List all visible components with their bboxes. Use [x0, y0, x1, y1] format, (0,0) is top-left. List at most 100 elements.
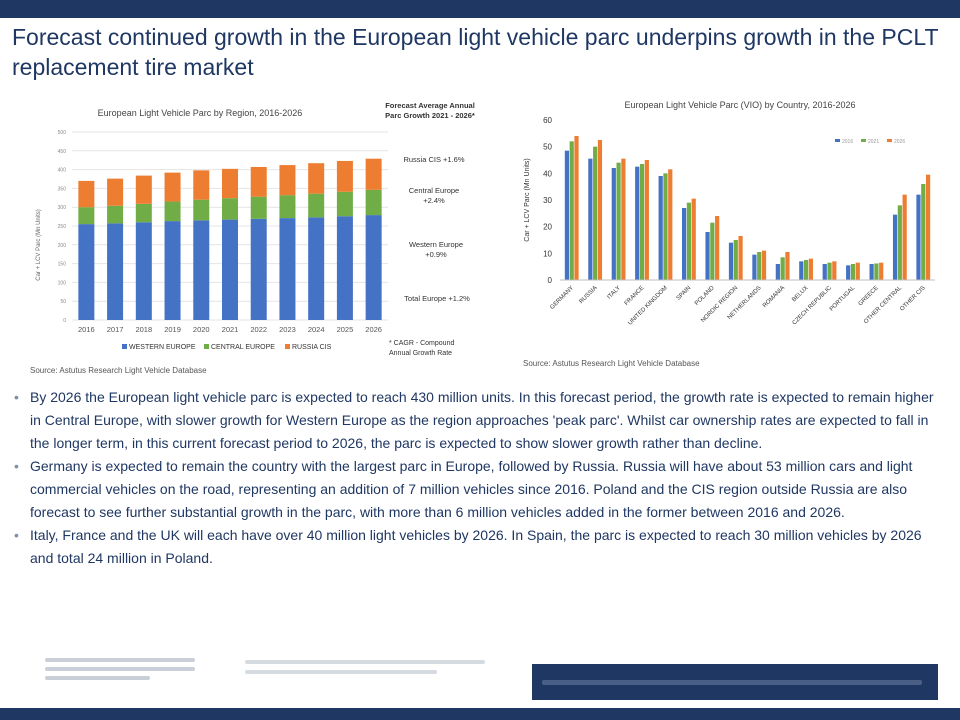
- right-legend-swatch-2016: [835, 139, 840, 142]
- left-bar-segment: [135, 203, 152, 223]
- left-y-tick-label: 350: [58, 186, 67, 192]
- right-bar: [668, 169, 673, 280]
- side-panel-note-2: Annual Growth Rate: [389, 350, 452, 357]
- right-bar: [869, 264, 874, 280]
- right-x-tick-label: ITALY: [607, 285, 622, 300]
- right-chart-title: European Light Vehicle Parc (VIO) by Cou…: [624, 100, 856, 110]
- left-bar-segment: [193, 220, 210, 320]
- right-bar: [691, 198, 696, 280]
- left-bar-segment: [250, 166, 267, 197]
- right-bar: [686, 202, 692, 280]
- left-bar-segment: [193, 170, 210, 200]
- right-y-tick-label: 0: [548, 276, 553, 285]
- top-bar: [0, 0, 960, 18]
- right-bar: [855, 262, 860, 280]
- left-bar-segment: [164, 201, 181, 222]
- right-bar: [663, 173, 668, 280]
- right-y-tick-label: 20: [543, 223, 552, 232]
- left-bar-segment: [250, 196, 267, 219]
- bullet-list: By 2026 the European light vehicle parc …: [12, 386, 942, 570]
- left-bar-segment: [365, 215, 382, 320]
- right-bar: [822, 264, 827, 280]
- right-bar: [611, 168, 616, 280]
- right-y-tick-label: 10: [543, 249, 552, 258]
- right-bar: [832, 261, 837, 280]
- right-bar: [916, 194, 921, 280]
- left-x-tick-label: 2017: [107, 325, 124, 334]
- right-x-tick-label: ROMANIA: [762, 285, 786, 309]
- right-legend-label-2026: 2026: [894, 139, 905, 145]
- left-x-tick-label: 2025: [337, 325, 354, 334]
- right-y-tick-label: 40: [543, 169, 552, 178]
- left-bar-segment: [78, 180, 95, 208]
- left-bar-segment: [279, 195, 296, 219]
- bullet-item: Germany is expected to remain the countr…: [12, 455, 942, 524]
- left-bar-segment: [308, 163, 325, 194]
- left-bar-segment: [308, 217, 325, 320]
- left-bar-segment: [164, 221, 181, 320]
- right-bar: [728, 242, 734, 280]
- left-x-tick-label: 2021: [222, 325, 239, 334]
- left-bar-segment: [78, 224, 95, 320]
- right-x-tick-label: SPAIN: [676, 285, 693, 302]
- right-bar: [733, 240, 738, 280]
- footer-banner: [532, 664, 938, 700]
- slide-title: Forecast continued growth in the Europea…: [12, 24, 939, 80]
- left-x-tick-label: 2019: [164, 325, 181, 334]
- legend-swatch-russia: [285, 344, 290, 349]
- left-y-tick-label: 300: [58, 205, 67, 211]
- footer-logo: [45, 658, 195, 688]
- left-x-tick-label: 2018: [135, 325, 152, 334]
- left-y-tick-label: 450: [58, 149, 67, 155]
- left-bar-segment: [135, 175, 152, 204]
- right-bar: [803, 260, 809, 280]
- left-y-tick-label: 50: [60, 299, 66, 305]
- side-panel-central-2: +2.4%: [423, 196, 445, 205]
- legend-label-western: WESTERN EUROPE: [129, 344, 196, 351]
- left-bar-segment: [222, 219, 238, 320]
- right-bar: [921, 184, 926, 280]
- side-panel-heading-1: Forecast Average Annual: [385, 101, 475, 110]
- right-bar: [616, 162, 621, 280]
- bullet-item: By 2026 the European light vehicle parc …: [12, 386, 942, 455]
- right-bar: [775, 264, 780, 280]
- left-bar-segment: [336, 160, 353, 192]
- left-bar-segment: [135, 222, 152, 320]
- side-panel-western-1: Western Europe: [409, 240, 463, 249]
- legend-swatch-western: [122, 344, 127, 349]
- left-x-tick-label: 2016: [78, 325, 95, 334]
- right-bar: [710, 222, 715, 280]
- right-bar: [846, 265, 851, 280]
- right-bar: [682, 208, 687, 280]
- right-bar: [738, 236, 743, 280]
- bullet-item: Italy, France and the UK will each have …: [12, 524, 942, 570]
- left-chart-source: Source: Astutus Research Light Vehicle D…: [30, 366, 207, 375]
- right-bar: [639, 164, 645, 280]
- left-chart: 0 50 100 150 200 250 300 350 400 450 500 2016 2017 2…: [36, 101, 475, 357]
- left-bar-segment: [222, 168, 238, 199]
- legend-swatch-central: [204, 344, 209, 349]
- left-x-tick-label: 2020: [193, 325, 210, 334]
- left-y-tick-label: 0: [63, 318, 66, 324]
- right-bar: [874, 263, 879, 280]
- right-x-tick-label: CZECH REPUBLIC: [792, 285, 834, 327]
- right-x-tick-label: RUSSIA: [579, 285, 599, 305]
- left-bar-segment: [365, 158, 382, 190]
- right-bar: [808, 258, 813, 280]
- right-x-tick-label: OTHER CIS: [899, 285, 926, 312]
- left-x-tick-label: 2023: [279, 325, 296, 334]
- right-bar: [593, 146, 598, 280]
- right-bar: [785, 252, 790, 280]
- right-bar: [658, 176, 663, 280]
- left-bar-segment: [193, 199, 210, 221]
- right-bar: [757, 252, 762, 280]
- right-y-tick-label: 60: [543, 116, 552, 125]
- left-y-axis-label: Car + LCV Parc (Mn Units): [36, 209, 42, 281]
- right-bar: [850, 264, 856, 280]
- right-legend-label-2021: 2021: [868, 139, 879, 145]
- right-bar: [705, 232, 710, 280]
- left-y-tick-label: 100: [58, 280, 67, 286]
- right-bar: [827, 262, 832, 280]
- right-legend-label-2016: 2016: [842, 139, 853, 145]
